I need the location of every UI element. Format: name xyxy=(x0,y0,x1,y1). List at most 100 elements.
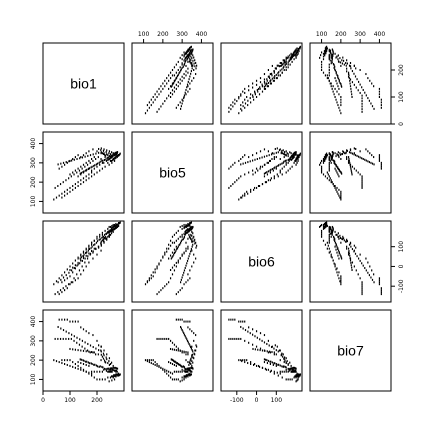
point-bio7-bio5 xyxy=(187,361,189,364)
point-bio6-bio7 xyxy=(361,289,363,292)
point-bio5-bio1 xyxy=(96,162,99,165)
point-bio5-bio1 xyxy=(115,151,118,154)
point-bio7-bio5 xyxy=(189,373,191,376)
point-bio7-bio6 xyxy=(291,367,293,370)
point-bio6-bio7 xyxy=(339,280,341,283)
point-bio5-bio7 xyxy=(371,154,373,157)
point-bio1-bio7 xyxy=(347,71,350,74)
point-bio5-bio6 xyxy=(298,156,300,159)
point-bio6-bio5 xyxy=(181,254,183,257)
point-bio5-bio1 xyxy=(96,171,98,174)
point-bio6-bio7 xyxy=(338,271,340,274)
point-bio7-bio6 xyxy=(292,368,294,371)
point-bio5-bio7 xyxy=(353,152,355,155)
point-bio1-bio5 xyxy=(156,110,158,113)
point-bio1-bio6 xyxy=(269,80,271,83)
point-bio6-bio1 xyxy=(118,224,120,227)
point-bio6-bio1 xyxy=(81,259,84,262)
point-bio1-bio5 xyxy=(166,97,168,100)
point-bio7-bio5 xyxy=(174,360,176,363)
point-bio7-bio6 xyxy=(281,352,283,355)
point-bio5-bio1 xyxy=(76,158,78,160)
point-bio5-bio1 xyxy=(71,159,73,162)
point-bio5-bio7 xyxy=(329,153,332,156)
point-bio7-bio1 xyxy=(85,350,87,353)
point-bio1-bio6 xyxy=(285,58,287,61)
point-bio6-bio5 xyxy=(183,223,185,226)
panel-bio5-bio6 xyxy=(220,131,303,214)
point-bio1-bio5 xyxy=(154,93,156,96)
point-bio5-bio7 xyxy=(361,181,363,184)
point-bio6-bio7 xyxy=(320,229,323,232)
point-bio7-bio1 xyxy=(88,371,90,374)
point-bio1-bio6 xyxy=(252,96,254,98)
point-bio6-bio1 xyxy=(80,273,82,276)
point-bio1-bio5 xyxy=(175,106,177,109)
point-bio6-bio7 xyxy=(333,238,335,241)
point-bio5-bio6 xyxy=(244,161,247,164)
point-bio5-bio1 xyxy=(110,151,113,154)
point-bio6-bio5 xyxy=(183,269,186,272)
point-bio5-bio7 xyxy=(378,156,381,159)
point-bio5-bio6 xyxy=(263,148,266,151)
point-bio7-bio5 xyxy=(169,371,172,374)
point-bio5-bio7 xyxy=(346,156,348,159)
point-bio5-bio1 xyxy=(72,185,74,187)
point-bio7-bio5 xyxy=(177,347,179,350)
point-bio6-bio7 xyxy=(348,250,350,253)
point-bio5-bio1 xyxy=(112,159,114,162)
point-bio1-bio5 xyxy=(180,105,182,108)
point-bio5-bio7 xyxy=(342,150,344,153)
point-bio6-bio5 xyxy=(172,255,174,258)
point-bio6-bio5 xyxy=(169,239,172,242)
point-bio5-bio1 xyxy=(81,167,83,170)
point-bio1-bio5 xyxy=(174,79,176,82)
point-bio7-bio6 xyxy=(279,359,281,362)
point-bio6-bio1 xyxy=(84,261,86,264)
point-bio1-bio6 xyxy=(254,93,256,96)
point-bio6-bio1 xyxy=(100,244,102,247)
point-bio1-bio5 xyxy=(144,112,147,115)
point-bio7-bio1 xyxy=(113,374,115,377)
point-bio6-bio1 xyxy=(96,237,98,240)
point-bio1-bio6 xyxy=(234,102,236,105)
point-bio5-bio6 xyxy=(273,156,275,159)
point-bio1-bio7 xyxy=(333,66,335,69)
point-bio7-bio5 xyxy=(175,378,177,381)
point-bio1-bio7 xyxy=(334,68,336,71)
point-bio5-bio1 xyxy=(88,150,90,153)
point-bio1-bio5 xyxy=(185,70,187,73)
point-bio1-bio5 xyxy=(186,50,188,53)
point-bio7-bio6 xyxy=(254,335,256,338)
point-bio6-bio5 xyxy=(168,257,170,260)
point-bio7-bio6 xyxy=(254,348,256,351)
point-bio7-bio6 xyxy=(242,327,244,330)
point-bio1-bio7 xyxy=(342,56,344,59)
point-bio5-bio1 xyxy=(66,188,68,191)
point-bio5-bio1 xyxy=(115,156,117,159)
point-bio7-bio6 xyxy=(273,353,275,356)
point-bio7-bio1 xyxy=(95,353,97,356)
panel-bio5-bio1 xyxy=(42,131,125,214)
point-bio5-bio6 xyxy=(292,156,294,159)
point-bio6-bio1 xyxy=(79,262,81,265)
point-bio6-bio1 xyxy=(99,233,101,236)
point-bio7-bio5 xyxy=(172,359,174,362)
point-bio7-bio6 xyxy=(247,362,249,365)
point-bio6-bio7 xyxy=(367,271,369,274)
point-bio7-bio6 xyxy=(250,363,252,365)
point-bio5-bio6 xyxy=(253,188,255,191)
point-bio6-bio7 xyxy=(355,269,357,272)
point-bio6-bio5 xyxy=(186,225,188,228)
point-bio7-bio1 xyxy=(72,348,74,351)
point-bio1-bio7 xyxy=(331,53,334,56)
point-bio6-bio5 xyxy=(187,245,189,248)
point-bio5-bio1 xyxy=(80,165,82,168)
point-bio6-bio7 xyxy=(330,255,332,258)
point-bio7-bio6 xyxy=(285,378,287,381)
point-bio6-bio5 xyxy=(150,274,152,277)
point-bio1-bio5 xyxy=(169,85,172,88)
point-bio1-bio6 xyxy=(281,71,283,74)
point-bio5-bio6 xyxy=(285,163,287,166)
point-bio7-bio5 xyxy=(188,363,190,366)
